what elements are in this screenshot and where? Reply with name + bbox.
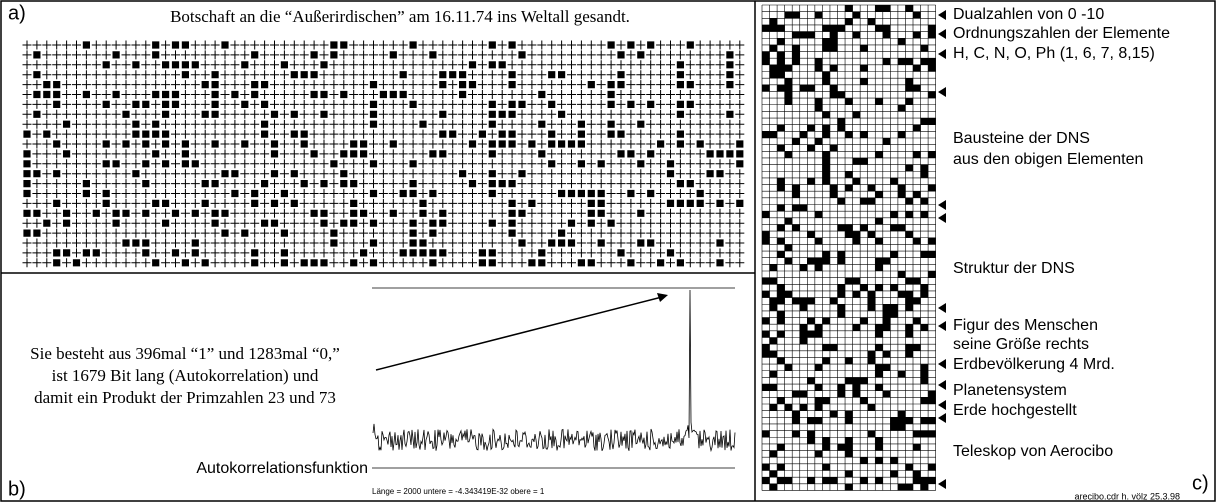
axis-info: Länge = 2000 untere = -4.343419E-32 ober… bbox=[372, 487, 545, 496]
filled-cells bbox=[762, 5, 936, 490]
pointer bbox=[938, 359, 946, 369]
pointer-arrows bbox=[938, 10, 946, 489]
annotation: Struktur der DNS bbox=[953, 260, 1075, 277]
figure: a) Botschaft an die “Außerirdischen” am … bbox=[0, 0, 1216, 503]
function-label: Autokorrelationsfunktion bbox=[196, 460, 368, 477]
panel-title: Botschaft an die “Außerirdischen” am 16.… bbox=[170, 7, 630, 26]
pointer bbox=[938, 213, 946, 223]
autocorrelation-plot bbox=[373, 290, 735, 451]
pointer bbox=[938, 87, 946, 97]
pointer bbox=[938, 200, 946, 210]
panel-label: c) bbox=[1192, 472, 1209, 494]
description: Sie besteht aus 396mal “1” und 1283mal “… bbox=[30, 344, 340, 363]
arrow-head bbox=[657, 293, 668, 302]
annotation: H, C, N, O, Ph (1, 6, 7, 8,15) bbox=[953, 45, 1155, 62]
pointer bbox=[938, 49, 946, 59]
pointer bbox=[938, 400, 946, 410]
zero-bits bbox=[23, 41, 745, 268]
description: ist 1679 Bit lang (Autokorrelation) und bbox=[52, 366, 319, 385]
bit-grid bbox=[23, 41, 745, 268]
annotation: seine Größe rechts bbox=[953, 336, 1089, 353]
annotation: Teleskop von Aerocibo bbox=[953, 443, 1113, 460]
annotation: Dualzahlen von 0 -10 bbox=[953, 6, 1104, 23]
pointer bbox=[938, 321, 946, 331]
annotation: Ordnungszahlen der Elemente bbox=[953, 25, 1170, 42]
pointer bbox=[938, 303, 946, 313]
panel-label: a) bbox=[8, 2, 26, 24]
pointer bbox=[938, 479, 946, 489]
annotation: Erdbevölkerung 4 Mrd. bbox=[953, 356, 1115, 373]
acf-curve bbox=[373, 290, 735, 451]
annotation: Figur des Menschen bbox=[953, 317, 1098, 334]
pointer bbox=[938, 413, 946, 423]
annotation: Planetensystem bbox=[953, 382, 1067, 399]
panel-label: b) bbox=[8, 478, 26, 500]
message-image bbox=[762, 5, 936, 490]
annotation: Erde hochgestellt bbox=[953, 402, 1077, 419]
pointer bbox=[938, 380, 946, 390]
footer: arecibo.cdr h. völz 25.3.98 bbox=[1074, 491, 1180, 501]
annotation: aus den obigen Elementen bbox=[953, 151, 1143, 168]
description: damit ein Produkt der Primzahlen 23 und … bbox=[34, 388, 336, 407]
arrow bbox=[376, 297, 662, 370]
pointer bbox=[938, 10, 946, 20]
pointer bbox=[938, 29, 946, 39]
annotation: Bausteine der DNS bbox=[953, 130, 1090, 147]
